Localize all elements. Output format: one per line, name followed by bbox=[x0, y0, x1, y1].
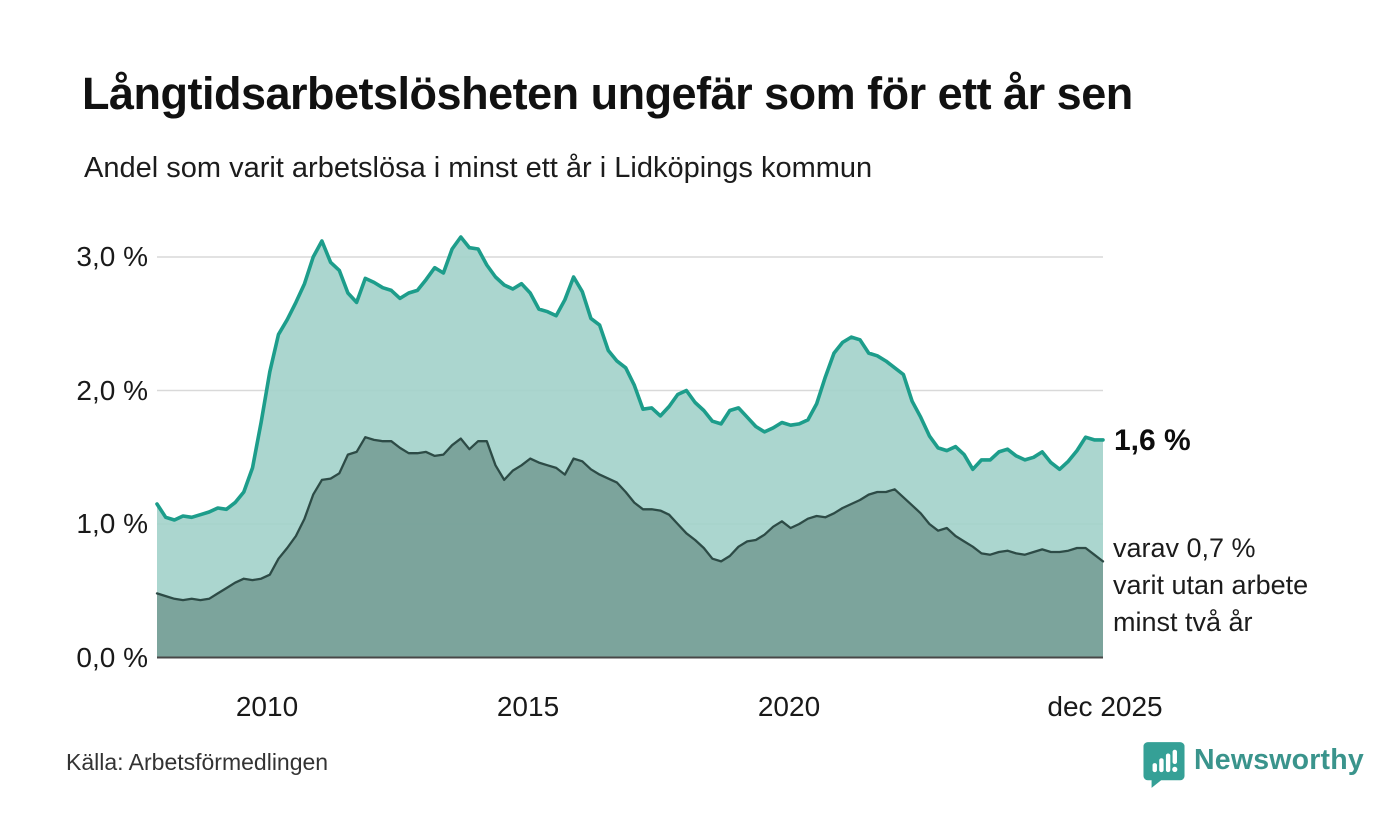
y-tick-1: 1,0 % bbox=[76, 508, 148, 539]
x-tick-2010: 2010 bbox=[235, 691, 299, 722]
page-subtitle: Andel som varit arbetslösa i minst ett å… bbox=[84, 152, 873, 184]
newsworthy-logo-icon bbox=[1143, 741, 1185, 793]
source-attribution: Källa: Arbetsförmedlingen bbox=[66, 749, 329, 775]
y-tick-2: 2,0 % bbox=[76, 374, 148, 406]
series-twoyear-end-label-line1: varav 0,7 % bbox=[1113, 533, 1256, 563]
newsworthy-brand-text: Newsworthy bbox=[1194, 744, 1364, 776]
x-tick-2015: 2015 bbox=[496, 691, 560, 722]
y-tick-3: 3,0 % bbox=[76, 241, 148, 272]
series-total-end-label: 1,6 % bbox=[1114, 424, 1191, 457]
y-tick-0: 0,0 % bbox=[76, 641, 148, 673]
newsworthy-brand: Newsworthy bbox=[1143, 741, 1364, 793]
x-tick-2020: 2020 bbox=[757, 691, 821, 722]
series-twoyear-end-label: varav 0,7 % varit utan arbete minst två … bbox=[1113, 530, 1308, 641]
series-twoyear-end-label-line2: varit utan arbete bbox=[1113, 570, 1309, 600]
page-title: Långtidsarbetslösheten ungefär som för e… bbox=[82, 68, 1133, 119]
area-twoyear bbox=[157, 437, 1103, 658]
line-twoyear bbox=[155, 436, 1105, 602]
series-twoyear-end-label-line3: minst två år bbox=[1113, 607, 1253, 637]
x-tick-dec-2025: dec 2025 bbox=[1047, 691, 1163, 722]
line-total bbox=[155, 235, 1105, 522]
